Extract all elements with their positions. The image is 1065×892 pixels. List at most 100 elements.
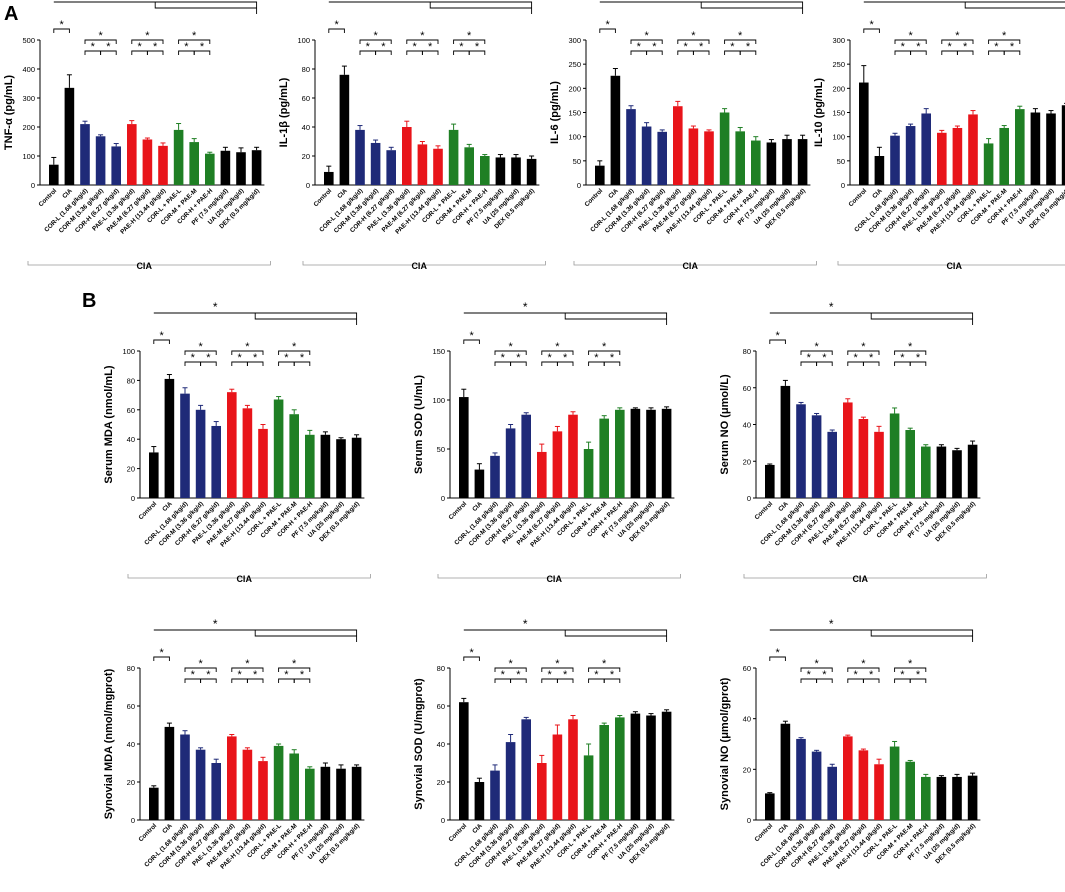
bar: [936, 446, 947, 498]
bar: [180, 393, 190, 498]
significance-bracket: [510, 678, 527, 683]
bar: [324, 171, 334, 185]
significance-bracket: [769, 339, 786, 344]
significance-marker: *: [191, 669, 196, 681]
bar: [1030, 112, 1041, 185]
panel-label-b: B: [82, 290, 96, 312]
bar: [273, 745, 284, 820]
significance-bracket: [231, 350, 264, 355]
x-tick-label: CIA: [161, 500, 174, 513]
y-tick-label: 250: [832, 60, 845, 69]
significance-bracket: [816, 361, 833, 366]
significance-marker: *: [602, 658, 607, 670]
bar: [735, 131, 745, 185]
bar: [615, 409, 625, 498]
significance-marker: *: [388, 0, 393, 3]
significance-marker: *: [610, 352, 615, 364]
significance-marker: *: [516, 352, 521, 364]
bar: [765, 464, 775, 498]
significance-bracket: [677, 39, 710, 44]
significance-bracket: [153, 339, 170, 344]
significance-marker: *: [1010, 41, 1015, 53]
significance-bracket: [468, 50, 486, 55]
bar: [305, 768, 315, 820]
bar: [164, 378, 175, 498]
significance-bracket: [556, 361, 574, 366]
significance-bracket: [293, 678, 311, 683]
bar: [127, 124, 137, 185]
significance-marker: *: [206, 352, 211, 364]
group-label: CIA: [852, 574, 868, 584]
significance-marker: *: [366, 41, 371, 53]
group-label: CIA: [411, 261, 427, 271]
y-tick-label: 300: [22, 94, 35, 103]
significance-bracket: [178, 39, 211, 44]
bar: [599, 725, 609, 820]
significance-marker: *: [153, 41, 158, 53]
significance-marker: *: [292, 658, 297, 670]
significance-bracket: [193, 50, 211, 55]
significance-marker: *: [963, 41, 968, 53]
significance-marker: *: [659, 0, 664, 3]
significance-bracket: [100, 50, 117, 55]
bar: [657, 131, 667, 185]
significance-bracket: [146, 50, 164, 55]
overall-bracket: [153, 629, 358, 642]
bar: [336, 439, 346, 498]
y-axis-label: TNF-α (pg/mL): [3, 75, 15, 151]
group-bracket: [302, 261, 546, 266]
significance-bracket: [588, 350, 621, 355]
significance-marker: *: [869, 352, 874, 364]
significance-bracket: [909, 361, 927, 366]
significance-marker: *: [683, 41, 688, 53]
significance-bracket: [816, 678, 833, 683]
significance-marker: *: [610, 669, 615, 681]
bar: [1015, 109, 1025, 185]
bar: [320, 434, 331, 498]
significance-marker: *: [284, 352, 289, 364]
x-tick-label: CIA: [336, 187, 349, 200]
significance-marker: *: [159, 330, 164, 342]
significance-marker: *: [245, 341, 250, 353]
bar: [952, 127, 963, 185]
significance-marker: *: [869, 669, 874, 681]
bar: [355, 129, 365, 185]
y-tick-label: 200: [568, 84, 581, 93]
bar: [49, 164, 59, 185]
significance-marker: *: [814, 658, 819, 670]
y-tick-label: 80: [302, 65, 310, 74]
x-tick-label: CIA: [161, 822, 174, 835]
significance-marker: *: [955, 30, 960, 42]
y-tick-label: 40: [743, 715, 751, 724]
bar: [719, 112, 730, 185]
group-label: CIA: [682, 261, 698, 271]
significance-marker: *: [237, 352, 242, 364]
group-bracket: [437, 574, 681, 579]
bar: [220, 150, 231, 185]
significance-bracket: [894, 350, 927, 355]
significance-marker: *: [191, 352, 196, 364]
bar: [874, 156, 885, 185]
panel-label-a: A: [4, 3, 18, 25]
y-tick-label: 0: [577, 181, 581, 190]
bar: [673, 106, 683, 185]
bar: [646, 715, 656, 820]
y-tick-label: 100: [432, 396, 445, 405]
significance-bracket: [956, 50, 974, 55]
bar: [402, 127, 412, 185]
significance-bracket: [359, 39, 392, 44]
overall-bracket: [463, 629, 668, 642]
bar: [448, 129, 459, 185]
bar: [464, 147, 474, 185]
bar: [780, 385, 791, 498]
significance-marker: *: [691, 30, 696, 42]
significance-bracket: [84, 39, 117, 44]
group-label: CIA: [946, 261, 962, 271]
y-tick-label: 60: [127, 406, 135, 415]
significance-marker: *: [547, 352, 552, 364]
bar: [874, 764, 884, 820]
y-tick-label: 50: [573, 157, 581, 166]
bar: [751, 140, 761, 185]
significance-marker: *: [159, 647, 164, 659]
bar: [905, 761, 915, 820]
